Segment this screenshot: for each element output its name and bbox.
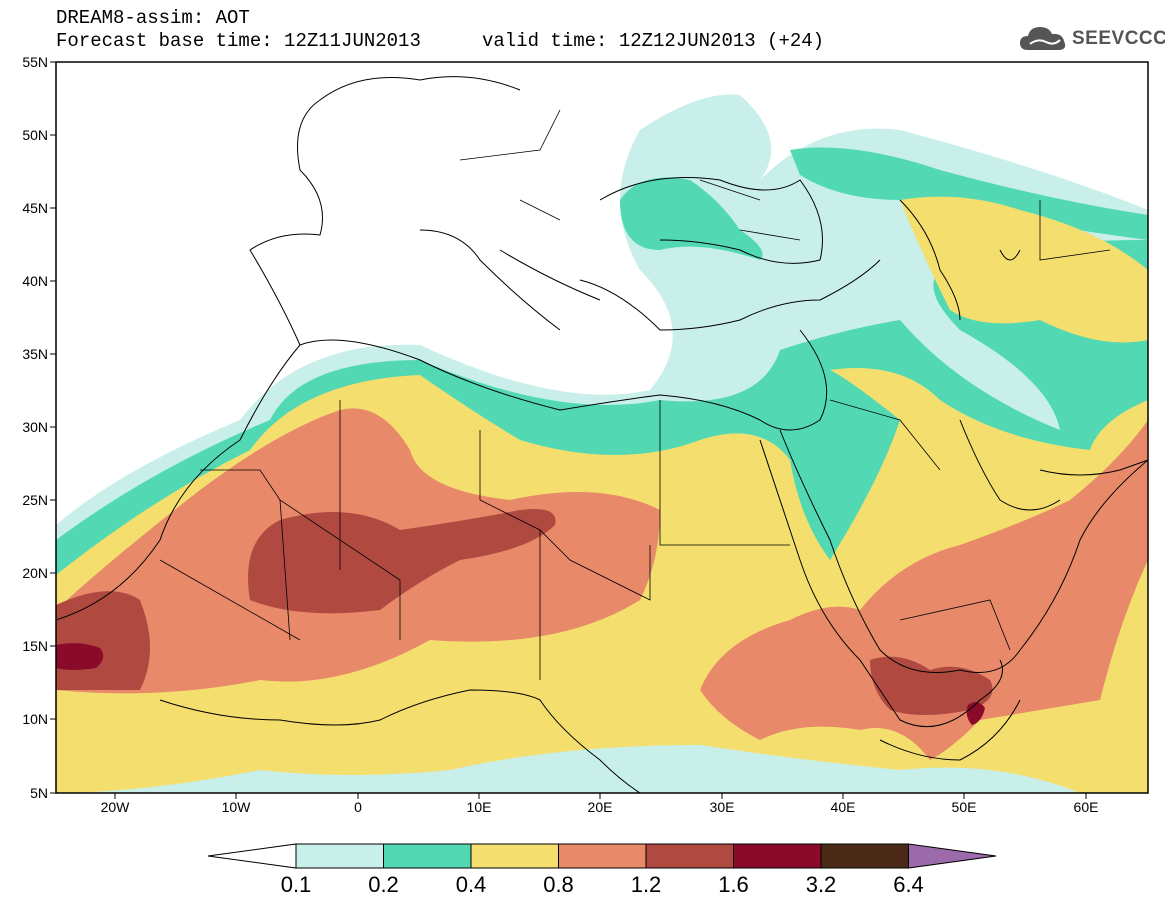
lat-label: 45N	[22, 200, 48, 216]
colorbar-segment	[558, 843, 647, 869]
aot-band-1.2	[248, 509, 556, 614]
aot-band-1.2-yemen	[870, 656, 993, 715]
colorbar-segment	[733, 843, 822, 869]
lat-label: 15N	[22, 638, 48, 654]
colorbar-label: 0.8	[543, 872, 574, 897]
coastlines	[56, 76, 1148, 793]
colorbar-segment	[295, 843, 384, 869]
logo-text: SEEVCCC	[1072, 28, 1165, 49]
colorbar-label: 0.1	[280, 872, 312, 897]
colorbar-label: 0.4	[455, 872, 487, 897]
aot-band-0.4-central-asia	[900, 196, 1148, 343]
forecast-base-time: Forecast base time: 12Z11JUN2013	[56, 30, 421, 52]
lat-label: 30N	[22, 419, 48, 435]
lon-label: 60E	[1073, 799, 1099, 815]
lat-label: 5N	[30, 785, 48, 801]
aot-band-0.2-europe	[620, 177, 763, 260]
colorbar-label: 1.2	[630, 872, 662, 897]
colorbar-segment	[470, 843, 559, 869]
colorbar-label: 6.4	[893, 872, 924, 897]
aot-band-1.6	[56, 643, 104, 670]
lon-label: 40E	[830, 799, 856, 815]
seevccc-logo: SEEVCCC	[1018, 22, 1165, 56]
colorbar-label: 1.6	[718, 872, 749, 897]
lat-label: 20N	[22, 565, 48, 581]
colorbar-segment	[383, 843, 472, 869]
lat-label: 55N	[22, 54, 48, 70]
lat-label: 50N	[22, 127, 48, 143]
lat-label: 40N	[22, 273, 48, 289]
colorbar-segment	[820, 843, 909, 869]
lon-label: 10E	[466, 799, 492, 815]
lon-label: 0	[354, 799, 362, 815]
colorbar-label: 3.2	[805, 872, 837, 897]
colorbar-label: 0.2	[368, 872, 399, 897]
colorbar-segment	[645, 843, 734, 869]
lon-label: 10W	[221, 799, 251, 815]
valid-time: valid time: 12Z12JUN2013 (+24)	[482, 30, 825, 52]
map-title: DREAM8-assim: AOT	[56, 7, 250, 29]
ticks	[50, 61, 1087, 799]
lon-label: 50E	[951, 799, 977, 815]
cloud-icon	[1020, 27, 1066, 50]
aot-band-0.8-africa-east	[700, 420, 1148, 760]
lon-label: 20E	[587, 799, 613, 815]
country-borders	[159, 109, 1111, 680]
lat-label: 10N	[22, 711, 48, 727]
lon-label: 30E	[709, 799, 735, 815]
lat-label: 35N	[22, 346, 48, 362]
aot-field	[56, 62, 1148, 793]
colorbar-arrow-high	[908, 843, 997, 869]
lat-label: 25N	[22, 492, 48, 508]
colorbar-arrow-low	[207, 843, 297, 869]
lon-label: 20W	[100, 799, 130, 815]
aot-band-0.2-caspian	[790, 147, 1148, 240]
